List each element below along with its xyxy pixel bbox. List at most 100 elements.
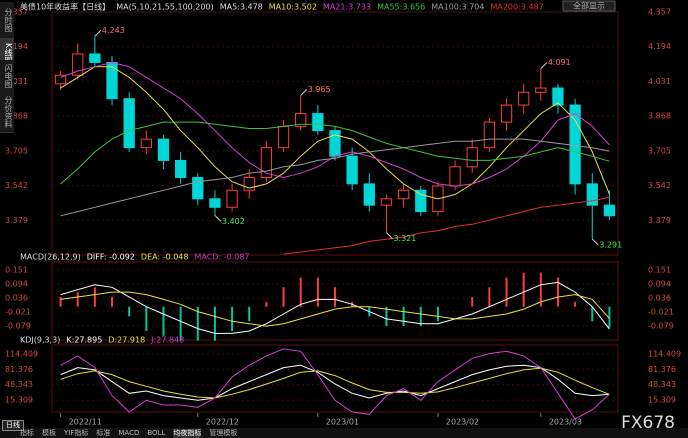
y-tick-label: 3.705: [5, 146, 28, 155]
y-tick-label: 114.409: [648, 349, 681, 358]
candle-body: [54, 74, 67, 85]
legend-entry: DIFF: -0.092: [87, 253, 135, 262]
panel-frame: [51, 11, 619, 256]
x-tick-label: 2022/11: [69, 418, 102, 427]
bottom-tab[interactable]: 模板: [42, 429, 56, 437]
sidebar-tab[interactable]: 闪电图: [0, 60, 14, 93]
bottom-tab[interactable]: BOLL: [147, 429, 166, 437]
candle-body: [415, 189, 427, 213]
display-all-button[interactable]: 全部显示: [573, 1, 605, 11]
y-tick-label: -0.079: [5, 321, 31, 330]
panel-frame: [51, 344, 619, 413]
panel-title: MACD(26,12,9): [20, 253, 81, 262]
bottom-bar: [0, 428, 688, 438]
y-tick-label: 4.194: [5, 42, 28, 51]
indicator-line: [60, 138, 610, 217]
candle-body: [483, 121, 496, 149]
candle-body: [106, 61, 118, 100]
candle-body: [243, 176, 255, 191]
legend-entry: MA5:3.478: [220, 3, 263, 12]
y-tick-label: 0.036: [5, 293, 28, 302]
candle-body: [89, 53, 101, 63]
legend-entry: K:27.895: [66, 336, 102, 345]
legend-entry: MA10:3.502: [269, 3, 317, 12]
y-tick-label: 114.409: [5, 349, 38, 358]
candle-body: [449, 166, 461, 187]
y-tick-label: 4.357: [648, 8, 671, 17]
panel-title: 美债10年收益率【日线】: [20, 2, 110, 12]
annotation-leader: [386, 232, 393, 239]
annotation-leader: [300, 89, 308, 96]
candle-body: [500, 104, 513, 123]
indicator-line: [60, 364, 610, 401]
candle-body: [466, 147, 478, 168]
candle-body: [535, 87, 547, 93]
bottom-tab[interactable]: 标准: [96, 429, 111, 437]
annotation-leader: [591, 238, 599, 246]
candle-body: [226, 189, 238, 208]
indicator-line: [283, 196, 610, 255]
y-tick-label: 3.705: [648, 146, 671, 155]
candle-body: [140, 138, 152, 149]
legend-entry: MA(5,10,21,55,100,200): [116, 3, 214, 12]
legend-entry: MA200:3.487: [490, 3, 543, 12]
candle-body: [312, 113, 324, 132]
button-frame[interactable]: [562, 0, 616, 12]
y-tick-label: -0.021: [5, 307, 31, 316]
candle-body: [174, 159, 187, 178]
y-tick-label: 4.357: [5, 8, 28, 17]
legend-entry: MA100:3.704: [431, 3, 484, 12]
legend-entry: MA55:3.656: [377, 3, 425, 12]
annotation: 3.402: [222, 217, 245, 226]
candle-body: [363, 183, 375, 206]
y-tick-label: 4.194: [648, 42, 671, 51]
y-tick-label: 3.868: [5, 112, 28, 121]
y-tick-label: 0.094: [5, 279, 28, 288]
candle-body: [277, 125, 290, 149]
sidebar-tab[interactable]: 分价资料: [0, 92, 14, 133]
indicator-line: [60, 367, 610, 399]
y-tick-label: 0.151: [5, 266, 28, 275]
y-tick-label: 3.379: [648, 216, 671, 225]
period-label[interactable]: 日线: [2, 420, 24, 431]
candle-body: [72, 53, 84, 76]
candle-body: [192, 176, 204, 200]
y-tick-label: 3.542: [648, 181, 671, 190]
legend-entry: DEA: -0.048: [141, 253, 189, 262]
bottom-tab[interactable]: 指标: [20, 429, 34, 437]
annotation: 3.321: [393, 234, 416, 243]
candle-body: [295, 113, 307, 127]
legend-entry: J:27.848: [150, 336, 184, 345]
annotation: 3.965: [308, 85, 331, 94]
y-tick-label: 0.036: [648, 293, 671, 302]
annotation-leader: [94, 29, 102, 37]
candle-body: [346, 155, 358, 185]
bottom-tab[interactable]: YIF指标: [64, 429, 89, 437]
annotation: 3.291: [599, 241, 622, 250]
legend-entry: MACD: -0.087: [194, 253, 249, 262]
x-tick-label: 2023/01: [326, 418, 359, 427]
annotation: 4.243: [102, 26, 125, 35]
y-tick-label: 3.542: [5, 181, 28, 190]
indicator-line: [60, 281, 610, 334]
indicator-line: [60, 348, 610, 420]
x-tick-label: 2023/03: [549, 418, 582, 427]
sidebar-tab[interactable]: 分时图: [0, 2, 14, 39]
y-tick-label: -0.021: [648, 307, 674, 316]
bottom-tab[interactable]: 均夜指标: [173, 429, 202, 438]
x-tick-label: 2023/02: [446, 418, 479, 427]
x-tick-label: 2022/12: [206, 418, 239, 427]
bottom-tab[interactable]: MACD: [118, 429, 140, 437]
candle-body: [209, 198, 221, 208]
candle-body: [397, 189, 410, 200]
candle-body: [603, 204, 616, 217]
indicator-line: [60, 66, 610, 200]
bottom-tab[interactable]: 管理模板: [209, 429, 238, 437]
legend-entry: MA21:3.733: [323, 3, 371, 12]
candle-body: [586, 183, 598, 206]
y-tick-label: 48.343: [648, 380, 676, 389]
indicator-line: [60, 291, 610, 327]
y-tick-label: 81.376: [648, 365, 676, 374]
panel-title: KDJ(9,3,3): [20, 336, 60, 345]
